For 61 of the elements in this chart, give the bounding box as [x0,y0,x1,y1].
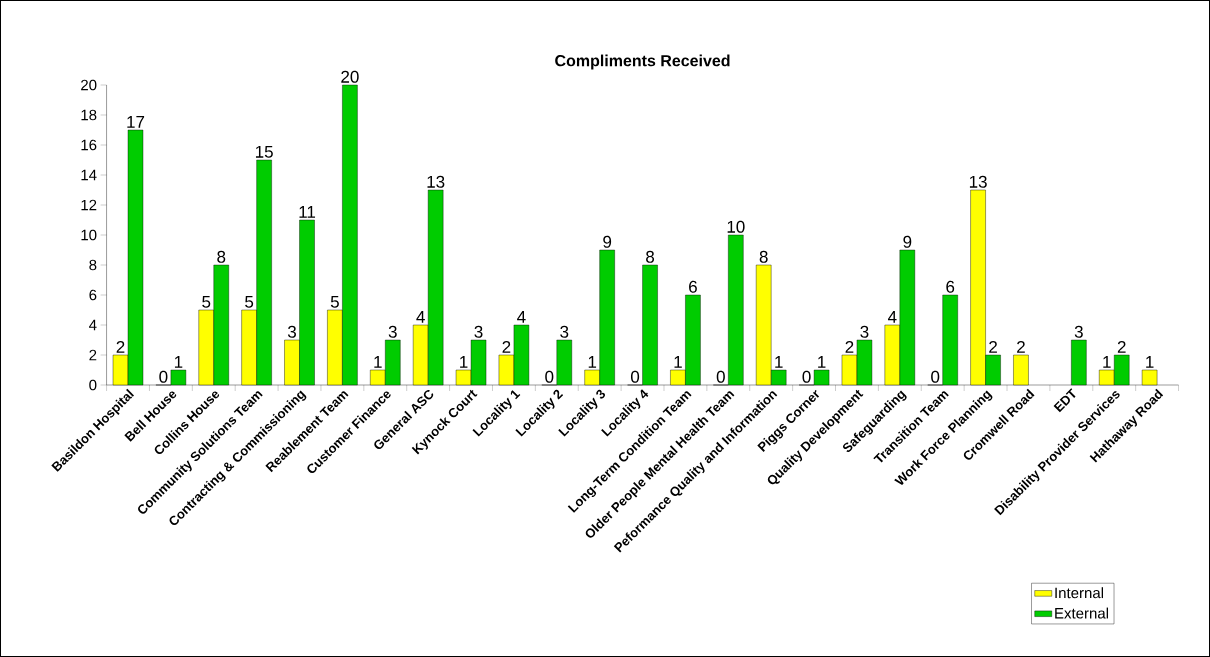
y-tick-label: 4 [89,319,97,331]
data-label: 3 [1074,325,1083,338]
data-label: 0 [716,370,725,383]
data-label: 2 [1017,340,1025,353]
data-label: 4 [887,311,897,323]
y-tick-label: 10 [81,229,97,241]
data-label: 1 [775,356,783,368]
data-label: 4 [416,311,425,323]
data-label: 3 [388,325,397,338]
data-label: 6 [689,280,697,293]
chart-title: Compliments Received [555,54,730,70]
data-label: 1 [588,356,597,368]
data-label: 5 [245,295,254,308]
data-label: 1 [374,356,382,368]
y-tick-label: 16 [81,139,97,151]
data-label: 5 [202,295,211,308]
legend-label: External [1055,607,1109,619]
data-label: 8 [217,250,226,263]
data-label: 4 [517,311,526,323]
data-label: 8 [759,250,768,263]
data-label: 0 [802,370,811,383]
data-label: 1 [174,356,183,368]
legend-label: Internal [1055,587,1104,599]
data-label: 0 [545,370,554,383]
data-label: 1 [460,356,468,368]
y-tick-label: 20 [81,79,97,91]
y-tick-label: 8 [89,259,97,271]
data-label: 1 [1103,356,1111,368]
y-tick-label: 18 [81,109,97,121]
data-label: 0 [931,370,940,383]
data-label: 0 [630,370,640,383]
data-label: 6 [946,280,955,293]
data-label: 13 [969,175,987,188]
data-label: 2 [116,340,125,353]
data-label: 2 [989,340,997,353]
y-tick-label: 12 [81,199,97,211]
data-label: 3 [860,325,869,338]
data-label: 1 [818,356,826,368]
data-label: 1 [674,356,682,368]
data-label: 3 [287,325,296,338]
data-label: 13 [427,175,445,188]
data-label: 2 [845,340,854,353]
data-label: 2 [1117,340,1126,353]
data-label: 10 [727,220,745,233]
data-label: 3 [474,325,483,338]
data-label: 9 [603,235,612,248]
y-tick-label: 0 [89,379,97,391]
data-label: 15 [255,145,273,158]
data-label: 0 [159,370,168,383]
y-tick-label: 2 [89,349,97,361]
data-label: 17 [127,116,145,128]
y-tick-label: 6 [89,289,97,301]
data-label: 11 [299,206,316,218]
y-tick-label: 14 [81,169,97,181]
data-label: 5 [330,295,339,308]
data-label: 20 [341,70,359,83]
data-label: 9 [903,235,912,248]
data-label: 8 [646,250,655,263]
data-label: 3 [560,325,569,338]
data-label: 1 [1146,356,1154,368]
data-label: 2 [502,340,511,353]
